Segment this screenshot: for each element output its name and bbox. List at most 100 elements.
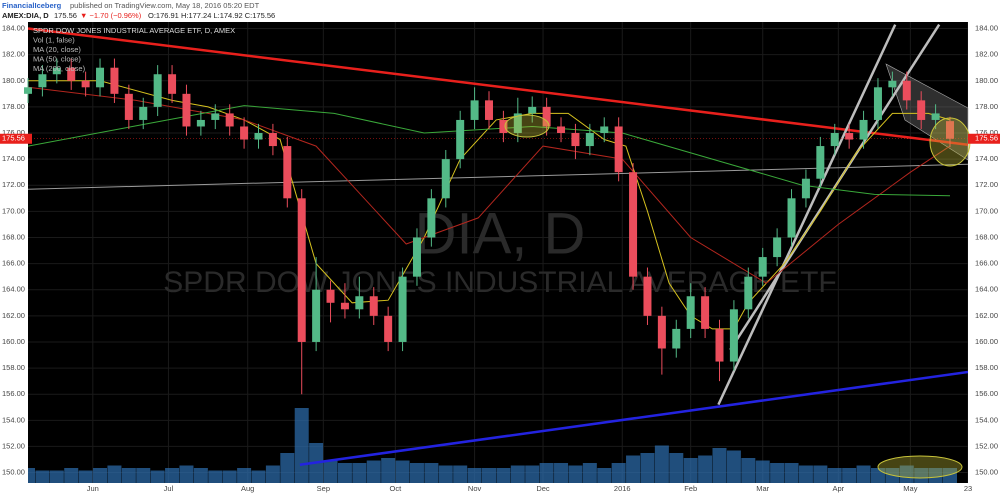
legend-entry: MA (200, close) bbox=[33, 64, 86, 73]
volume-bar bbox=[193, 468, 208, 483]
candle-body bbox=[859, 119, 868, 140]
candle-body bbox=[845, 133, 854, 140]
volume-bar bbox=[294, 408, 309, 483]
legend-entry: MA (20, close) bbox=[33, 45, 81, 54]
y-tick-label: 172.00 bbox=[975, 180, 998, 189]
candle-body bbox=[686, 296, 695, 329]
change: ▼ −1.70 (−0.96%) bbox=[80, 11, 142, 20]
volume-bar bbox=[626, 455, 641, 483]
candle-body bbox=[787, 198, 796, 238]
candle-body bbox=[312, 289, 321, 342]
candle-body bbox=[470, 100, 479, 120]
candle-body bbox=[902, 80, 911, 101]
trendline bbox=[28, 163, 968, 190]
y-tick-label: 152.00 bbox=[2, 441, 25, 450]
volume-bar bbox=[741, 458, 756, 483]
volume-bar bbox=[827, 468, 842, 483]
x-tick-label: 23 bbox=[964, 484, 972, 493]
candle-body bbox=[643, 276, 652, 316]
moving-average bbox=[28, 105, 951, 197]
volume-bar bbox=[179, 465, 194, 483]
y-tick-label: 184.00 bbox=[2, 24, 25, 33]
volume-bar bbox=[467, 468, 482, 483]
publisher[interactable]: FinancialIceberg bbox=[2, 1, 62, 10]
y-tick-label: 182.00 bbox=[975, 50, 998, 59]
candle-body bbox=[384, 315, 393, 342]
candle-body bbox=[931, 113, 940, 120]
candle-body bbox=[398, 276, 407, 342]
x-tick-label: Dec bbox=[536, 484, 550, 493]
highlight bbox=[504, 114, 550, 138]
volume-bar bbox=[366, 460, 381, 483]
symbol: AMEX:DIA, D bbox=[2, 11, 49, 20]
volume-bar bbox=[928, 468, 943, 483]
watermark: DIA, D bbox=[415, 201, 586, 266]
x-tick-label: May bbox=[903, 484, 917, 493]
volume-bar bbox=[784, 463, 799, 483]
candle-body bbox=[225, 113, 234, 127]
y-tick-label: 166.00 bbox=[2, 259, 25, 268]
y-tick-label: 170.00 bbox=[975, 206, 998, 215]
volume-bar bbox=[409, 463, 424, 483]
volume-bar bbox=[49, 470, 64, 483]
price: 175.56 bbox=[54, 11, 77, 20]
volume-bar bbox=[770, 463, 785, 483]
volume-bar bbox=[813, 465, 828, 483]
candle-body bbox=[672, 328, 681, 349]
trendline bbox=[299, 370, 968, 466]
moving-average bbox=[28, 80, 951, 330]
last-price-label: 175.56 bbox=[2, 134, 25, 143]
volume-bar bbox=[381, 458, 396, 483]
candle-body bbox=[945, 121, 954, 139]
candle-body bbox=[758, 257, 767, 277]
volume-bar bbox=[640, 453, 655, 483]
candle-body bbox=[67, 67, 76, 81]
volume-bar bbox=[28, 468, 35, 483]
highlight bbox=[877, 455, 963, 479]
y-tick-label: 156.00 bbox=[2, 389, 25, 398]
y-tick-label: 180.00 bbox=[2, 76, 25, 85]
legend-entry: MA (50, close) bbox=[33, 54, 81, 63]
published: published on TradingView.com, May 18, 20… bbox=[70, 1, 260, 10]
x-tick-label: Jul bbox=[164, 484, 174, 493]
volume-bar bbox=[942, 468, 957, 483]
candle-body bbox=[816, 146, 825, 179]
candle-body bbox=[38, 74, 47, 88]
legend-entry: Vol (1, false) bbox=[33, 35, 75, 44]
volume-bar bbox=[78, 470, 93, 483]
x-tick-label: Feb bbox=[684, 484, 697, 493]
candle-body bbox=[441, 159, 450, 199]
candle-body bbox=[124, 93, 133, 120]
last-price-tag bbox=[968, 133, 1000, 144]
candle-body bbox=[888, 80, 897, 88]
y-tick-label: 178.00 bbox=[975, 102, 998, 111]
y-tick-label: 168.00 bbox=[2, 232, 25, 241]
volume-bar bbox=[683, 458, 698, 483]
volume-bar bbox=[712, 448, 727, 483]
volume-bar bbox=[914, 468, 929, 483]
candle-body bbox=[571, 133, 580, 147]
candle-body bbox=[528, 106, 537, 114]
volume-bar bbox=[611, 463, 626, 483]
candle-body bbox=[196, 119, 205, 127]
volume-bar bbox=[582, 463, 597, 483]
candle-body bbox=[456, 119, 465, 160]
y-tick-label: 162.00 bbox=[2, 311, 25, 320]
volume-bar bbox=[150, 470, 165, 483]
candle-body bbox=[715, 328, 724, 362]
x-tick-label: 2016 bbox=[614, 484, 631, 493]
y-tick-label: 158.00 bbox=[975, 363, 998, 372]
candle-body bbox=[211, 113, 220, 120]
volume-bar bbox=[654, 445, 669, 483]
candle-body bbox=[600, 126, 609, 134]
volume-bar bbox=[352, 463, 367, 483]
volume-bar bbox=[208, 470, 223, 483]
moving-average bbox=[28, 86, 951, 284]
candle-body bbox=[153, 74, 162, 107]
candle-body bbox=[614, 126, 623, 173]
volume-bar bbox=[525, 465, 540, 483]
volume-bar bbox=[121, 468, 136, 483]
volume-bar bbox=[107, 465, 122, 483]
candle-body bbox=[412, 237, 421, 277]
volume-bar bbox=[755, 460, 770, 483]
